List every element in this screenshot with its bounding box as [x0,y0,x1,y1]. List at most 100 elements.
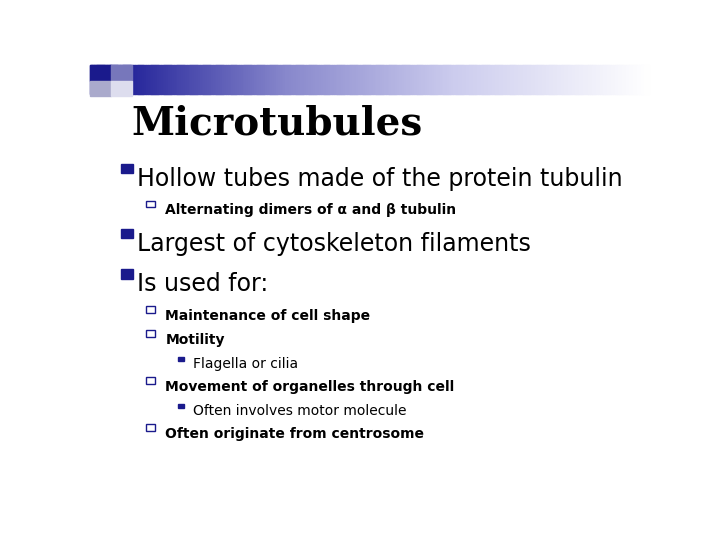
Bar [572,65,574,94]
Bar [549,65,552,94]
Bar [374,65,377,94]
Bar [590,65,593,94]
Bar [637,65,639,94]
Bar [428,65,431,94]
Bar [319,65,321,94]
Bar [415,65,418,94]
Bar [596,65,598,94]
Bar [101,65,104,94]
Bar [508,65,511,94]
Bar [367,65,369,94]
Bar [196,65,199,94]
Bar [603,65,606,94]
Bar [514,65,516,94]
Bar [233,65,235,94]
Bar [639,65,641,94]
Bar [131,65,133,94]
Bar [555,65,557,94]
Bar [475,65,477,94]
Bar [129,65,132,94]
Bar [364,65,366,94]
Bar [356,65,359,94]
Bar [635,65,637,94]
Bar [207,65,210,94]
Bar [192,65,194,94]
Bar [473,65,476,94]
Bar [109,65,111,94]
Bar [527,65,529,94]
Bar [464,65,467,94]
Bar [178,403,184,408]
Bar [122,65,124,94]
Bar [142,65,145,94]
Bar [445,65,448,94]
Bar [427,65,429,94]
Bar [323,65,325,94]
Bar [121,269,133,279]
Bar [317,65,320,94]
Bar [600,65,602,94]
Bar [265,65,267,94]
Bar [183,65,186,94]
Bar [287,65,289,94]
Bar [358,65,360,94]
Bar [338,65,340,94]
Bar [472,65,474,94]
Bar [477,65,480,94]
Bar [174,65,176,94]
Bar [202,65,204,94]
Bar [190,65,193,94]
Bar [246,65,248,94]
Bar [434,65,436,94]
Bar [199,65,202,94]
Bar [168,65,171,94]
Bar [453,65,455,94]
Bar [460,65,462,94]
Bar [298,65,301,94]
Bar [454,65,457,94]
Bar [516,65,518,94]
Bar [97,65,100,94]
Bar [339,65,342,94]
Bar [642,65,645,94]
Bar [150,65,152,94]
Bar [127,65,130,94]
Bar [237,65,239,94]
Bar [284,65,286,94]
Bar [107,65,109,94]
Bar [641,65,643,94]
Bar [371,65,373,94]
Bar [361,65,364,94]
Bar [521,65,524,94]
Bar [526,65,528,94]
Bar [386,65,388,94]
Bar [114,65,117,94]
Bar [94,65,96,94]
Bar [164,65,167,94]
Bar [103,65,105,94]
Bar [536,65,539,94]
Bar [399,65,401,94]
Bar [157,65,159,94]
Bar [211,65,213,94]
Text: Is used for:: Is used for: [138,272,269,296]
Bar [418,65,420,94]
Bar [646,65,649,94]
Bar [177,65,180,94]
Bar [392,65,394,94]
Bar [499,65,502,94]
Bar [384,65,387,94]
Bar [451,65,454,94]
Bar [178,356,184,361]
Bar [360,65,362,94]
Bar [412,65,414,94]
Bar [593,65,595,94]
Bar [341,65,343,94]
Text: Often originate from centrosome: Often originate from centrosome [166,427,424,441]
Bar [280,65,282,94]
Bar [198,65,200,94]
Bar [581,65,583,94]
Bar [282,65,284,94]
Bar [395,65,397,94]
Bar [553,65,556,94]
